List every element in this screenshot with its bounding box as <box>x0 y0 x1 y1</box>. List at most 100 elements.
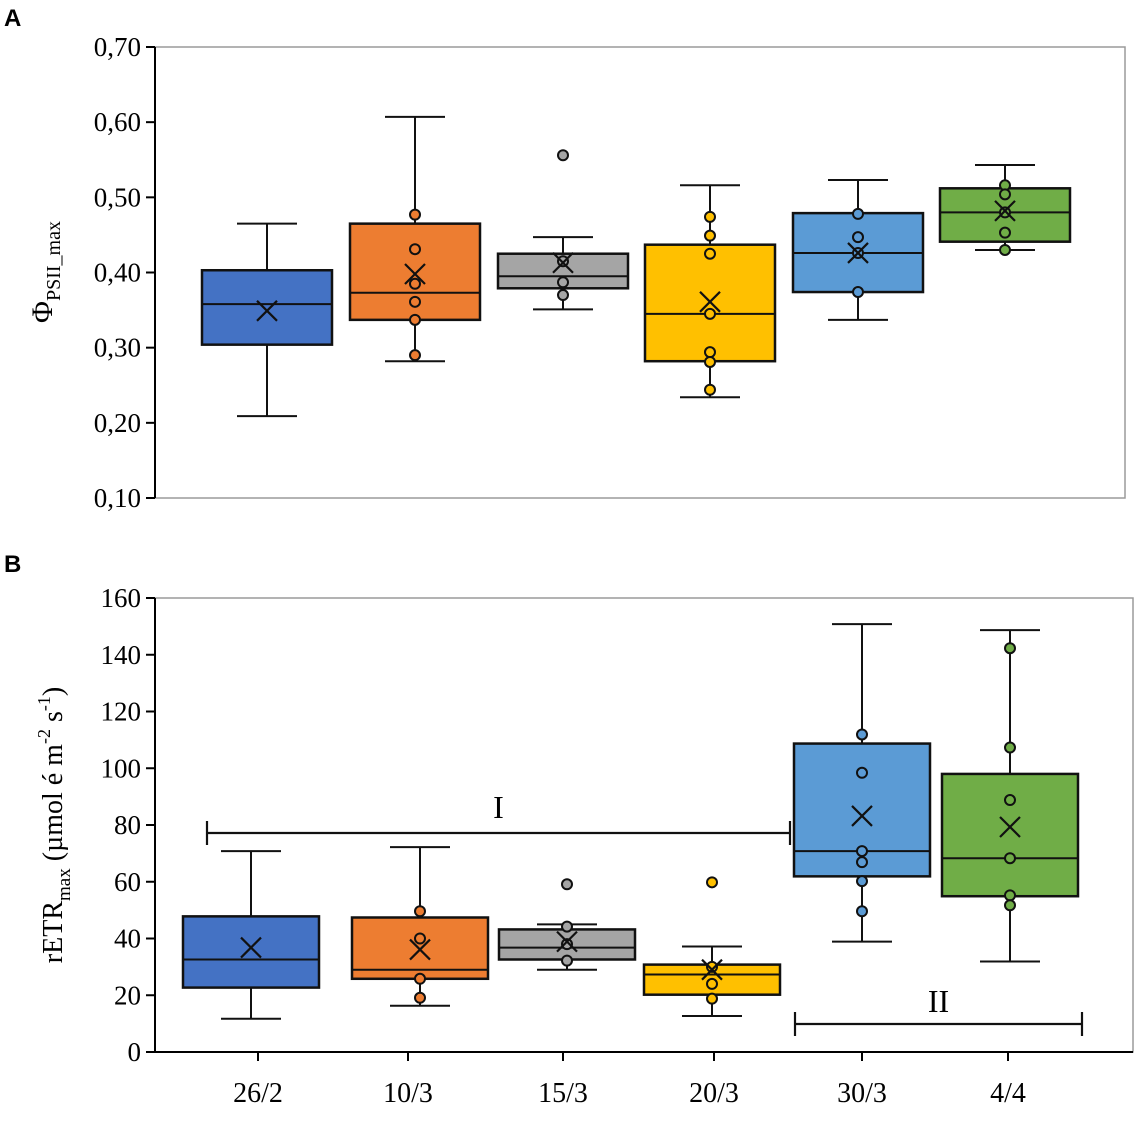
data-point <box>414 991 426 1004</box>
group-label: II <box>928 983 949 1019</box>
outlier-point <box>706 876 718 889</box>
x-tick-label: 26/2 <box>233 1078 283 1109</box>
data-point <box>856 905 868 918</box>
data-point <box>704 355 716 368</box>
box-10-3 <box>350 846 490 1007</box>
data-point <box>704 247 716 260</box>
data-point <box>414 972 426 985</box>
data-point <box>1004 889 1016 902</box>
data-point <box>704 307 716 320</box>
y-axis-label-a: ΦPSII_max <box>26 221 65 323</box>
box-15-3 <box>496 149 630 311</box>
data-point <box>409 208 421 221</box>
mean-marker <box>409 938 431 961</box>
mean-marker <box>999 816 1021 838</box>
outlier-point <box>561 878 573 891</box>
y-tick-label: 0,70 <box>94 32 141 62</box>
box-4-4 <box>940 629 1080 963</box>
mean-marker <box>552 251 574 274</box>
mean-marker <box>404 263 426 285</box>
panel-label-b: B <box>4 551 21 578</box>
mean-marker <box>847 242 869 264</box>
data-point <box>561 920 573 933</box>
data-point <box>1004 741 1016 754</box>
data-point <box>999 226 1011 239</box>
data-point <box>852 207 864 220</box>
data-point <box>852 231 864 244</box>
data-point <box>1004 794 1016 807</box>
mean-marker <box>240 936 262 959</box>
y-tick-label: 160 <box>101 583 142 613</box>
data-point <box>704 210 716 223</box>
y-tick-label: 140 <box>101 640 142 670</box>
data-point <box>561 938 573 951</box>
box-26-2 <box>181 850 321 1020</box>
y-tick-label: 0,40 <box>94 258 141 288</box>
data-point <box>856 845 868 858</box>
data-point <box>1004 852 1016 865</box>
box-4-4 <box>938 164 1072 256</box>
y-tick-label: 40 <box>114 924 141 954</box>
iqr-box <box>200 268 334 346</box>
box-15-3 <box>497 878 637 971</box>
data-point <box>409 243 421 256</box>
y-tick-label: 80 <box>114 810 141 840</box>
iqr-box <box>181 915 321 989</box>
x-tick-label: 15/3 <box>538 1078 588 1109</box>
data-point <box>704 383 716 396</box>
y-tick-label: 0,60 <box>94 107 141 137</box>
data-point <box>706 960 718 973</box>
y-tick-label: 60 <box>114 867 141 897</box>
box-30-3 <box>791 179 925 321</box>
data-point <box>409 313 421 326</box>
data-point <box>999 188 1011 201</box>
data-point <box>704 229 716 242</box>
panel-label-a: A <box>4 5 21 32</box>
x-tick-label: 30/3 <box>837 1078 887 1109</box>
data-point <box>856 875 868 888</box>
data-point <box>409 277 421 290</box>
data-point <box>856 728 868 741</box>
data-point <box>856 766 868 779</box>
box-20-3 <box>642 876 782 1017</box>
data-point <box>1004 899 1016 912</box>
data-point <box>409 295 421 308</box>
y-tick-label: 0,30 <box>94 333 141 363</box>
mean-marker <box>851 805 873 827</box>
y-tick-label: 0,50 <box>94 182 141 212</box>
outlier-point <box>557 149 569 162</box>
mean-marker <box>699 291 721 313</box>
y-tick-label: 20 <box>114 980 141 1010</box>
box-26-2 <box>200 222 334 418</box>
y-tick-label: 100 <box>101 753 142 783</box>
y-axis-label-b: rETRmax (µmol é m-2 s-1) <box>34 687 75 963</box>
mean-marker <box>256 300 278 322</box>
iqr-box <box>940 772 1080 898</box>
y-tick-label: 0,20 <box>94 408 141 438</box>
data-point <box>557 276 569 289</box>
box-10-3 <box>348 115 482 363</box>
mean-marker <box>994 200 1016 222</box>
data-point <box>706 977 718 990</box>
mean-marker <box>701 958 723 981</box>
data-point <box>999 243 1011 256</box>
x-tick-label: 10/3 <box>383 1078 433 1109</box>
data-point <box>414 932 426 945</box>
box-20-3 <box>643 184 777 399</box>
y-tick-label: 0 <box>128 1037 142 1067</box>
data-point <box>409 349 421 362</box>
x-tick-label: 4/4 <box>990 1078 1026 1109</box>
box-30-3 <box>792 623 932 943</box>
data-point <box>1004 642 1016 655</box>
data-point <box>704 346 716 359</box>
data-point <box>414 905 426 918</box>
data-point <box>856 856 868 869</box>
group-label: I <box>493 789 504 825</box>
y-tick-label: 120 <box>101 697 142 727</box>
panel-a: 0,10 0,20 0,30 0,40 0,50 0,60 0,70 <box>94 32 1126 513</box>
x-tick-label: 20/3 <box>689 1078 739 1109</box>
data-point <box>852 286 864 299</box>
panel-b: 0 20 40 60 80 100 120 140 160 26/2 10/3 15/3 20/3 30/… <box>101 583 1134 1109</box>
mean-marker <box>556 930 578 953</box>
